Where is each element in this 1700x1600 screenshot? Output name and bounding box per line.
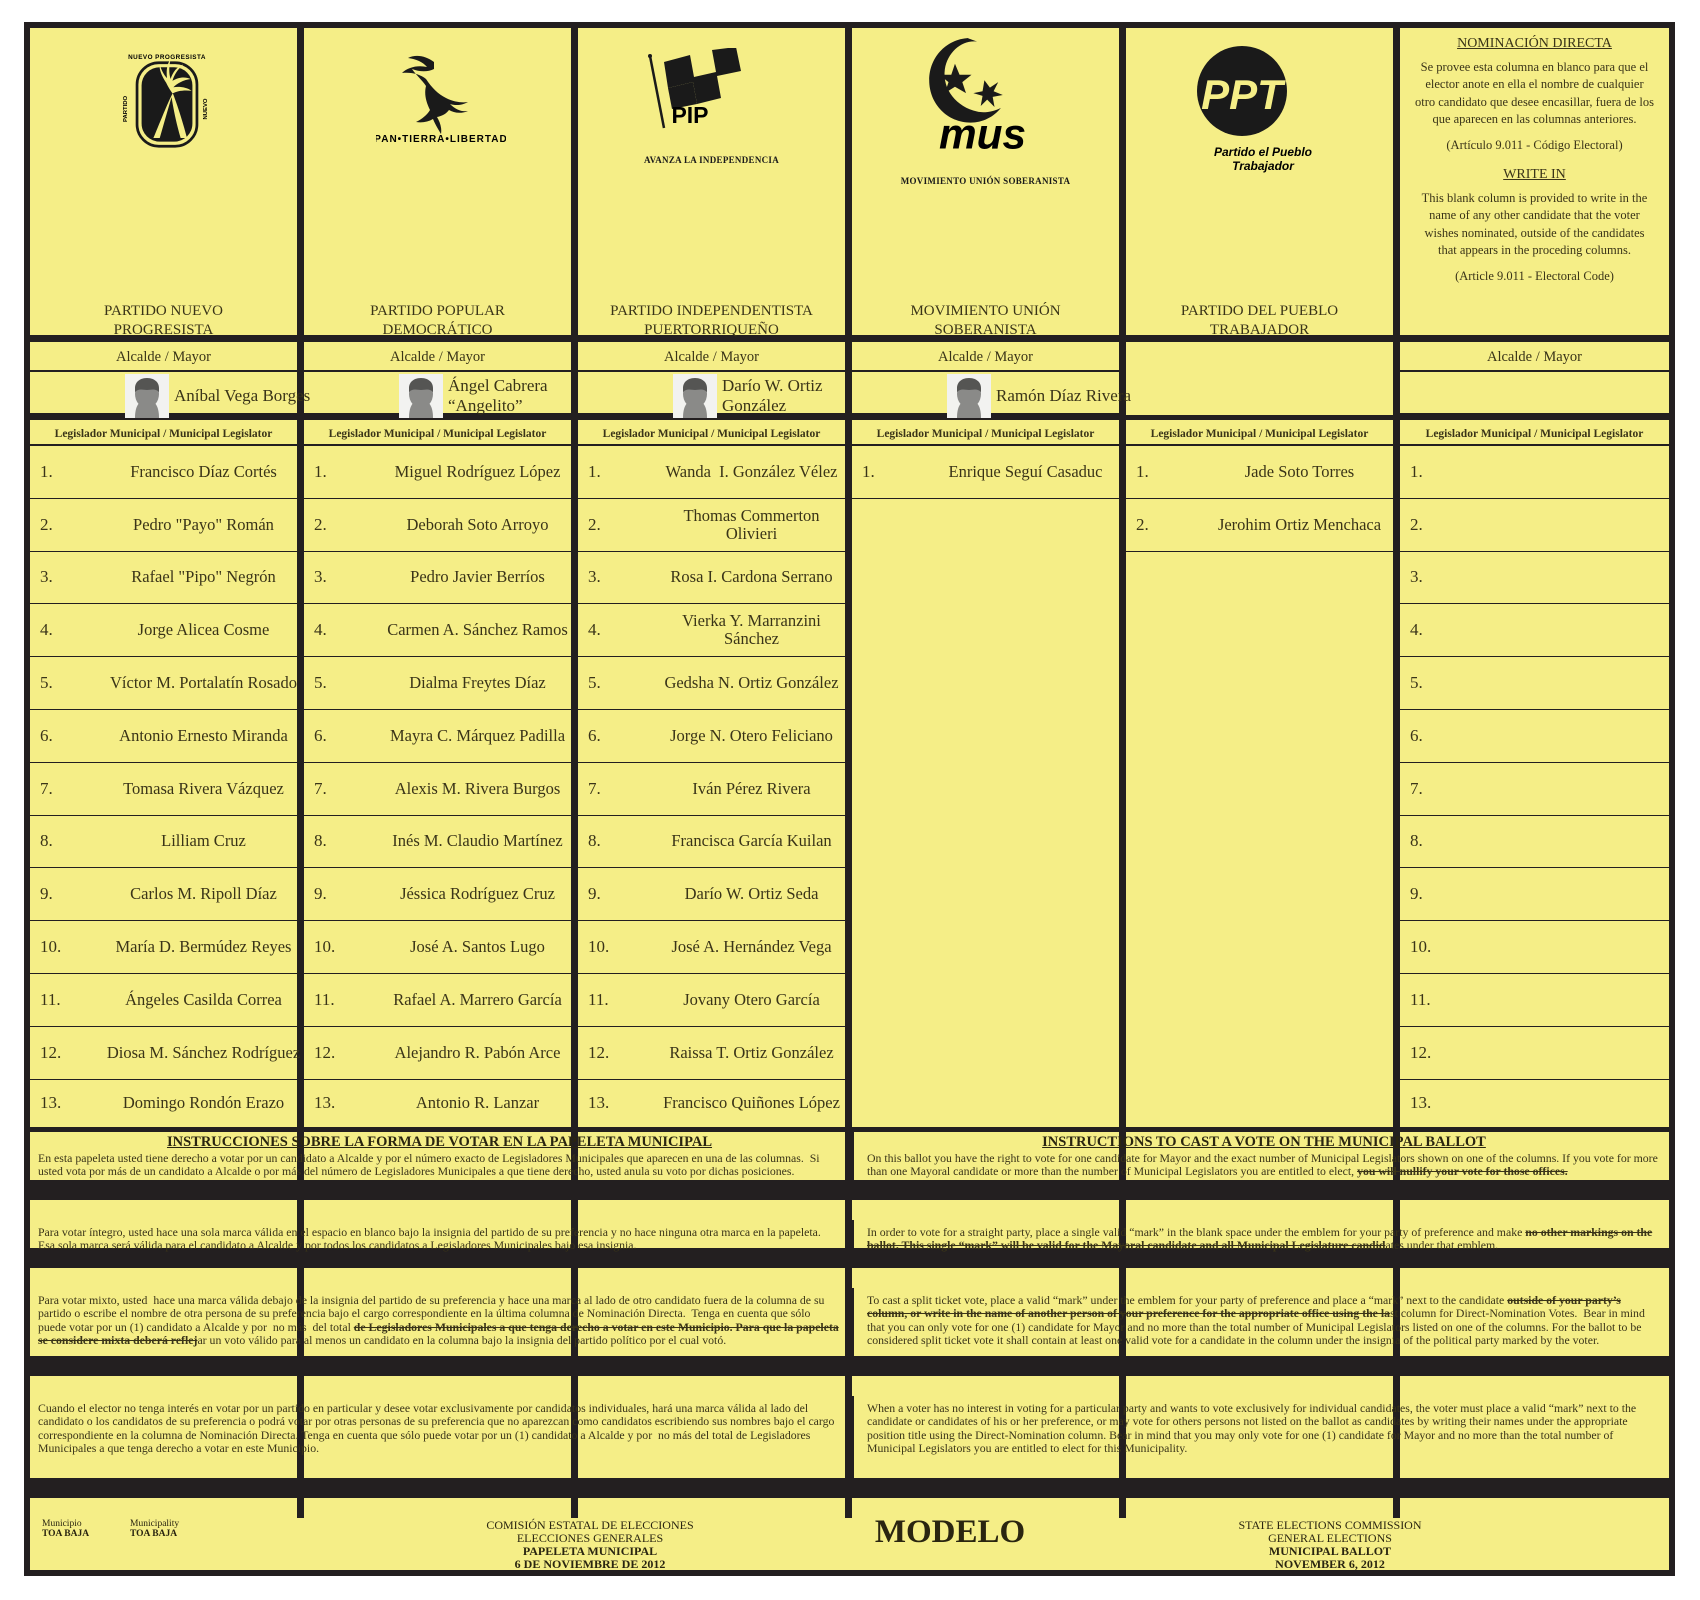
svg-text:PARTIDO: PARTIDO: [123, 96, 129, 122]
svg-text:PPT: PPT: [1201, 71, 1286, 118]
svg-text:PAN•TIERRA•LIBERTAD: PAN•TIERRA•LIBERTAD: [376, 134, 506, 145]
svg-text:PIP: PIP: [671, 102, 708, 128]
svg-text:NUEVO: NUEVO: [203, 98, 209, 119]
svg-text:mus: mus: [939, 110, 1026, 157]
svg-text:NUEVO PROGRESISTA: NUEVO PROGRESISTA: [128, 54, 206, 61]
